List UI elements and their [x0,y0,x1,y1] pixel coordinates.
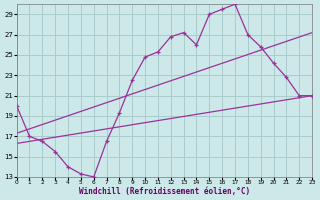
X-axis label: Windchill (Refroidissement éolien,°C): Windchill (Refroidissement éolien,°C) [79,187,250,196]
